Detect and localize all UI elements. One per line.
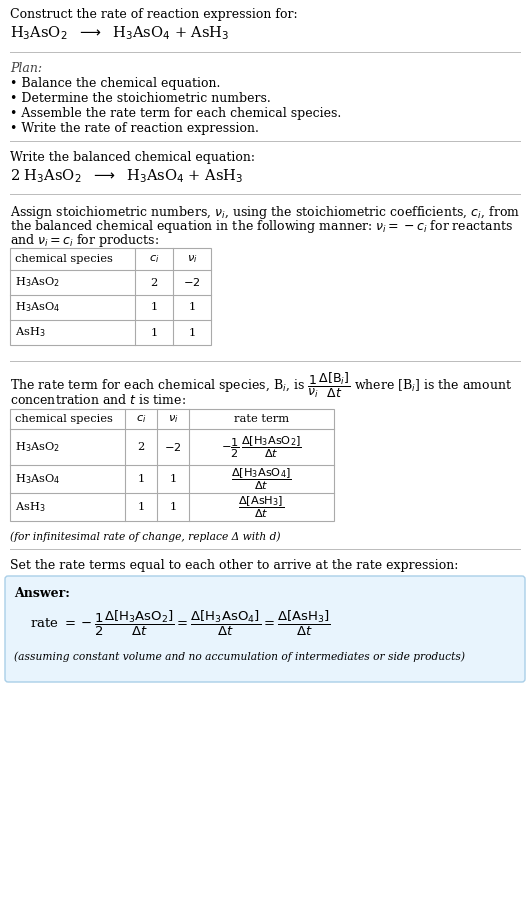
Text: $-2$: $-2$ — [183, 277, 201, 288]
Text: 2: 2 — [137, 442, 145, 452]
Text: • Balance the chemical equation.: • Balance the chemical equation. — [10, 77, 220, 90]
Text: 1: 1 — [188, 328, 196, 338]
Text: Answer:: Answer: — [14, 587, 70, 600]
Text: $-2$: $-2$ — [164, 441, 182, 453]
Text: Set the rate terms equal to each other to arrive at the rate expression:: Set the rate terms equal to each other t… — [10, 559, 458, 572]
Text: $\nu_i$: $\nu_i$ — [187, 253, 197, 265]
Text: 2: 2 — [151, 278, 157, 288]
Text: 1: 1 — [137, 502, 145, 512]
Text: 1: 1 — [137, 474, 145, 484]
Text: rate $= -\dfrac{1}{2}\dfrac{\Delta[\mathrm{H_3AsO_2}]}{\Delta t} = \dfrac{\Delta: rate $= -\dfrac{1}{2}\dfrac{\Delta[\math… — [30, 609, 331, 638]
Text: AsH$_3$: AsH$_3$ — [15, 501, 46, 514]
Bar — [10, 248, 211, 345]
Text: (for infinitesimal rate of change, replace Δ with d): (for infinitesimal rate of change, repla… — [10, 531, 280, 541]
Text: Write the balanced chemical equation:: Write the balanced chemical equation: — [10, 151, 255, 164]
Text: and $\nu_i = c_i$ for products:: and $\nu_i = c_i$ for products: — [10, 232, 159, 249]
Text: chemical species: chemical species — [15, 254, 113, 264]
Text: rate term: rate term — [234, 414, 289, 424]
Text: H$_3$AsO$_2$  $\longrightarrow$  H$_3$AsO$_4$ + AsH$_3$: H$_3$AsO$_2$ $\longrightarrow$ H$_3$AsO$… — [10, 24, 229, 42]
Text: 1: 1 — [151, 302, 157, 312]
Text: H$_3$AsO$_2$: H$_3$AsO$_2$ — [15, 440, 60, 454]
Text: $\dfrac{\Delta[\mathrm{AsH_3}]}{\Delta t}$: $\dfrac{\Delta[\mathrm{AsH_3}]}{\Delta t… — [238, 494, 285, 520]
Text: • Determine the stoichiometric numbers.: • Determine the stoichiometric numbers. — [10, 92, 271, 105]
Text: 1: 1 — [170, 502, 176, 512]
Text: $c_i$: $c_i$ — [136, 413, 146, 425]
Text: 1: 1 — [188, 302, 196, 312]
Text: $\nu_i$: $\nu_i$ — [167, 413, 178, 425]
Text: H$_3$AsO$_4$: H$_3$AsO$_4$ — [15, 300, 60, 314]
Text: H$_3$AsO$_2$: H$_3$AsO$_2$ — [15, 276, 60, 289]
Text: $c_i$: $c_i$ — [149, 253, 159, 265]
Text: 1: 1 — [170, 474, 176, 484]
Text: 2 H$_3$AsO$_2$  $\longrightarrow$  H$_3$AsO$_4$ + AsH$_3$: 2 H$_3$AsO$_2$ $\longrightarrow$ H$_3$As… — [10, 167, 243, 185]
Text: AsH$_3$: AsH$_3$ — [15, 326, 46, 339]
Text: the balanced chemical equation in the following manner: $\nu_i = -c_i$ for react: the balanced chemical equation in the fo… — [10, 218, 513, 235]
Text: H$_3$AsO$_4$: H$_3$AsO$_4$ — [15, 472, 60, 486]
Text: $-\dfrac{1}{2}\,\dfrac{\Delta[\mathrm{H_3AsO_2}]}{\Delta t}$: $-\dfrac{1}{2}\,\dfrac{\Delta[\mathrm{H_… — [221, 434, 302, 460]
Text: Assign stoichiometric numbers, $\nu_i$, using the stoichiometric coefficients, $: Assign stoichiometric numbers, $\nu_i$, … — [10, 204, 520, 221]
FancyBboxPatch shape — [5, 576, 525, 682]
Text: $\dfrac{\Delta[\mathrm{H_3AsO_4}]}{\Delta t}$: $\dfrac{\Delta[\mathrm{H_3AsO_4}]}{\Delt… — [231, 466, 292, 491]
Text: • Write the rate of reaction expression.: • Write the rate of reaction expression. — [10, 122, 259, 135]
Text: • Assemble the rate term for each chemical species.: • Assemble the rate term for each chemic… — [10, 107, 341, 120]
Bar — [10, 409, 334, 521]
Text: 1: 1 — [151, 328, 157, 338]
Text: Construct the rate of reaction expression for:: Construct the rate of reaction expressio… — [10, 8, 298, 21]
Text: (assuming constant volume and no accumulation of intermediates or side products): (assuming constant volume and no accumul… — [14, 651, 465, 662]
Text: chemical species: chemical species — [15, 414, 113, 424]
Text: concentration and $t$ is time:: concentration and $t$ is time: — [10, 393, 186, 407]
Text: The rate term for each chemical species, B$_i$, is $\dfrac{1}{\nu_i}\dfrac{\Delt: The rate term for each chemical species,… — [10, 371, 512, 400]
Text: Plan:: Plan: — [10, 62, 42, 75]
